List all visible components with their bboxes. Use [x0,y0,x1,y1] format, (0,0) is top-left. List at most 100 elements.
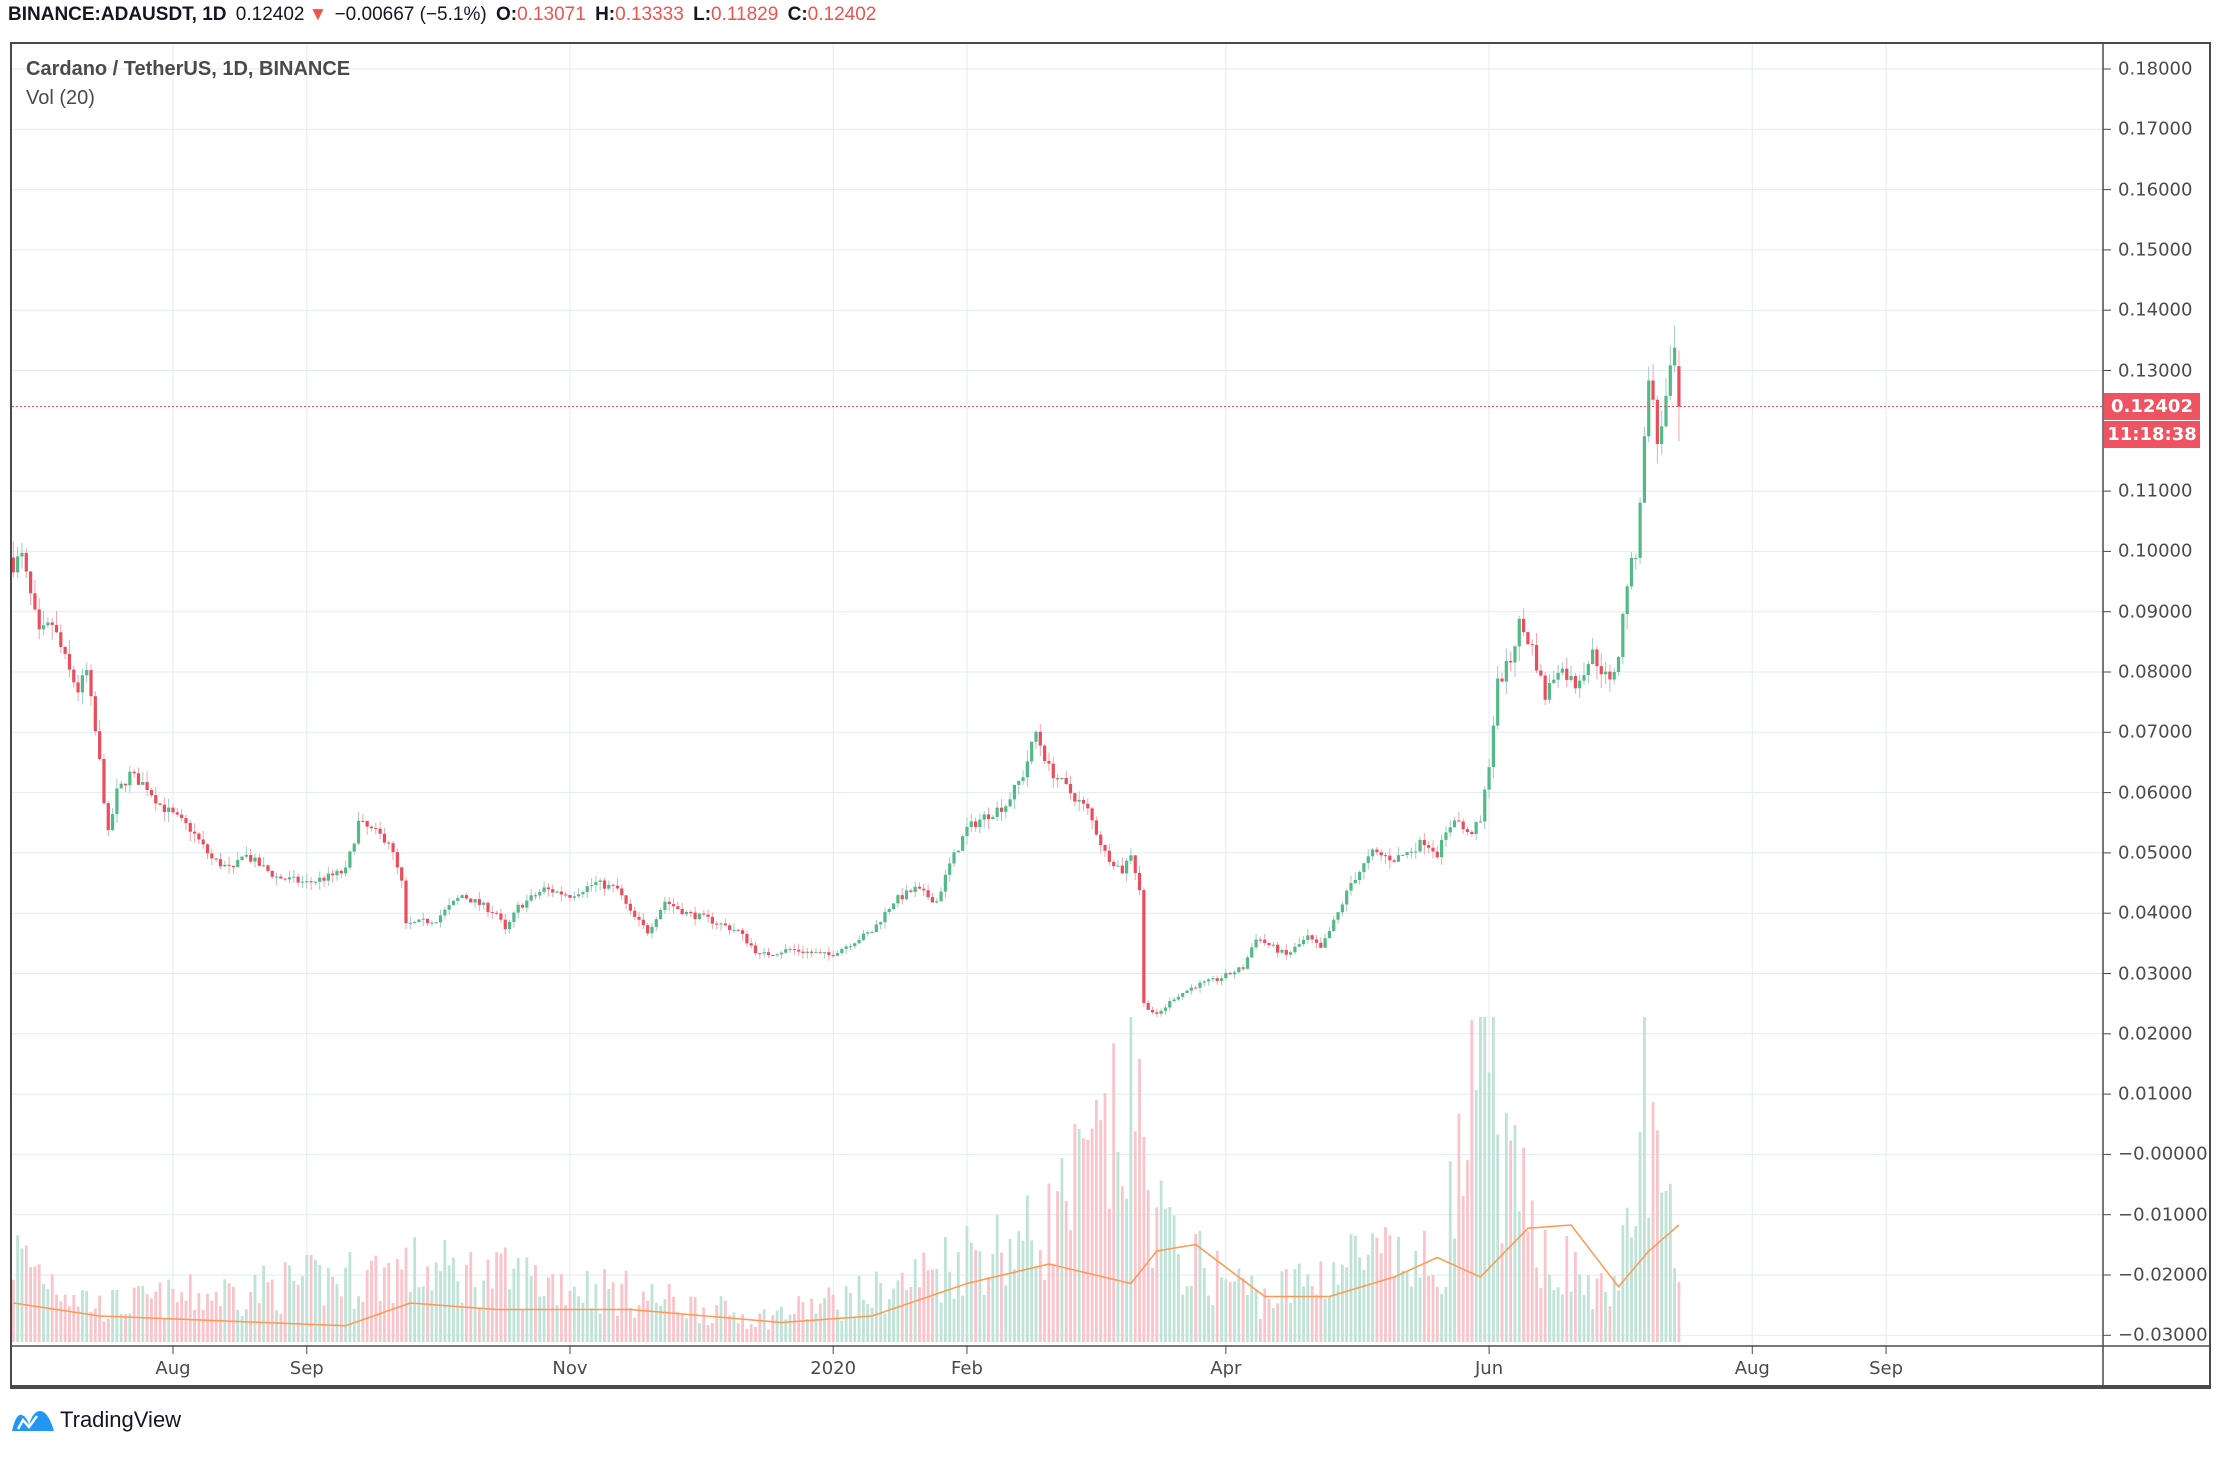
volume-bar [24,1245,28,1342]
candle-body [24,552,28,572]
volume-bar [59,1301,63,1342]
candle-body [857,939,861,944]
candle-body [495,912,499,914]
candle-body [749,943,753,946]
candle-body [425,918,430,924]
volume-bar [836,1309,839,1342]
candle-body [1578,680,1582,689]
volume-bar [905,1289,908,1342]
price-tick-label: 0.01000 [2118,1083,2193,1105]
volume-bar [20,1248,24,1342]
volume-bar [439,1271,442,1342]
chart-legend: Cardano / TetherUS, 1D, BINANCE Vol (20) [26,58,350,110]
candle-body [1534,644,1539,671]
candle-body [1573,676,1577,689]
candle-body [1422,839,1426,846]
candle-body [456,898,460,901]
volume-bar [607,1288,611,1342]
candle-body [1207,979,1211,982]
volume-bar [706,1325,710,1342]
time-tick-label: 2020 [810,1358,857,1379]
series-title: Cardano / TetherUS, 1D, BINANCE [26,58,351,80]
candle-body [1073,793,1077,802]
volume-bar [1246,1294,1249,1342]
candle-body [1323,938,1327,948]
volume-bar [521,1309,524,1342]
volume-bar [266,1282,270,1342]
candle-body [154,795,158,804]
volume-bar [1660,1192,1664,1342]
candle-body [1491,725,1495,768]
candle-body [1314,939,1319,943]
candle-body [93,696,97,732]
volume-bar [719,1296,723,1342]
volume-bar [456,1281,460,1342]
candle-body [1465,829,1470,832]
candle-body [167,807,171,812]
candle-body [594,882,598,886]
candle-body [361,820,365,822]
time-tick-label: Apr [1210,1358,1242,1379]
volume-bar [1336,1284,1340,1342]
candle-body [1172,999,1176,1002]
candle-body [378,828,382,834]
candle-body [861,933,865,940]
candle-body [41,625,46,630]
candle-body [874,924,878,933]
candle-body [382,833,387,843]
candle-body [1168,1001,1172,1008]
candle-body [702,913,706,915]
volume-indicator-label[interactable]: Vol (20) [26,87,95,109]
volume-bar [568,1290,572,1342]
candle-body [1366,856,1370,864]
candle-body [1461,821,1465,830]
volume-bar [1306,1274,1310,1342]
volume-bar [1302,1286,1305,1342]
time-tick-label: Nov [552,1358,588,1379]
candle-body [766,952,771,956]
volume-bar [1612,1276,1616,1342]
volume-bar [680,1314,684,1342]
candle-body [732,929,736,931]
volume-bar [1573,1252,1577,1342]
volume-bar [1591,1309,1595,1342]
volume-bar [1539,1288,1543,1342]
candle-body [240,856,244,860]
candle-body [115,788,119,815]
candle-body [1616,657,1621,672]
volume-bar [1565,1235,1569,1342]
volume-bar [1535,1267,1538,1342]
candle-body [339,870,343,874]
price-tick-label: 0.07000 [2118,721,2193,743]
candle-body [1332,919,1336,931]
candle-body [469,898,473,903]
volume-bar [564,1305,568,1342]
volume-bar [1379,1253,1383,1342]
volume-bar [309,1254,313,1342]
candle-body [1004,806,1008,812]
volume-bar [559,1274,563,1342]
candle-body [145,782,149,791]
candle-body [391,843,395,853]
volume-bar [1086,1139,1090,1342]
volume-bar [818,1303,822,1342]
volume-bar [1435,1286,1439,1342]
volume-bar [1491,1017,1495,1342]
candle-body [89,670,93,697]
candle-body [80,675,84,693]
candle-body [771,955,775,957]
candle-body [1448,827,1452,833]
candle-body [568,894,572,898]
volume-bar [1189,1285,1193,1342]
volume-bar [1530,1200,1534,1342]
candle-body [1513,646,1517,663]
candle-body [1478,821,1483,823]
volume-bar [1164,1208,1167,1342]
volume-bar [1120,1186,1124,1342]
candle-body [287,877,292,880]
candle-body [1159,1010,1163,1014]
volume-bar [404,1247,408,1342]
tradingview-logo[interactable]: TradingView [10,1407,181,1433]
candle-body [697,913,702,920]
